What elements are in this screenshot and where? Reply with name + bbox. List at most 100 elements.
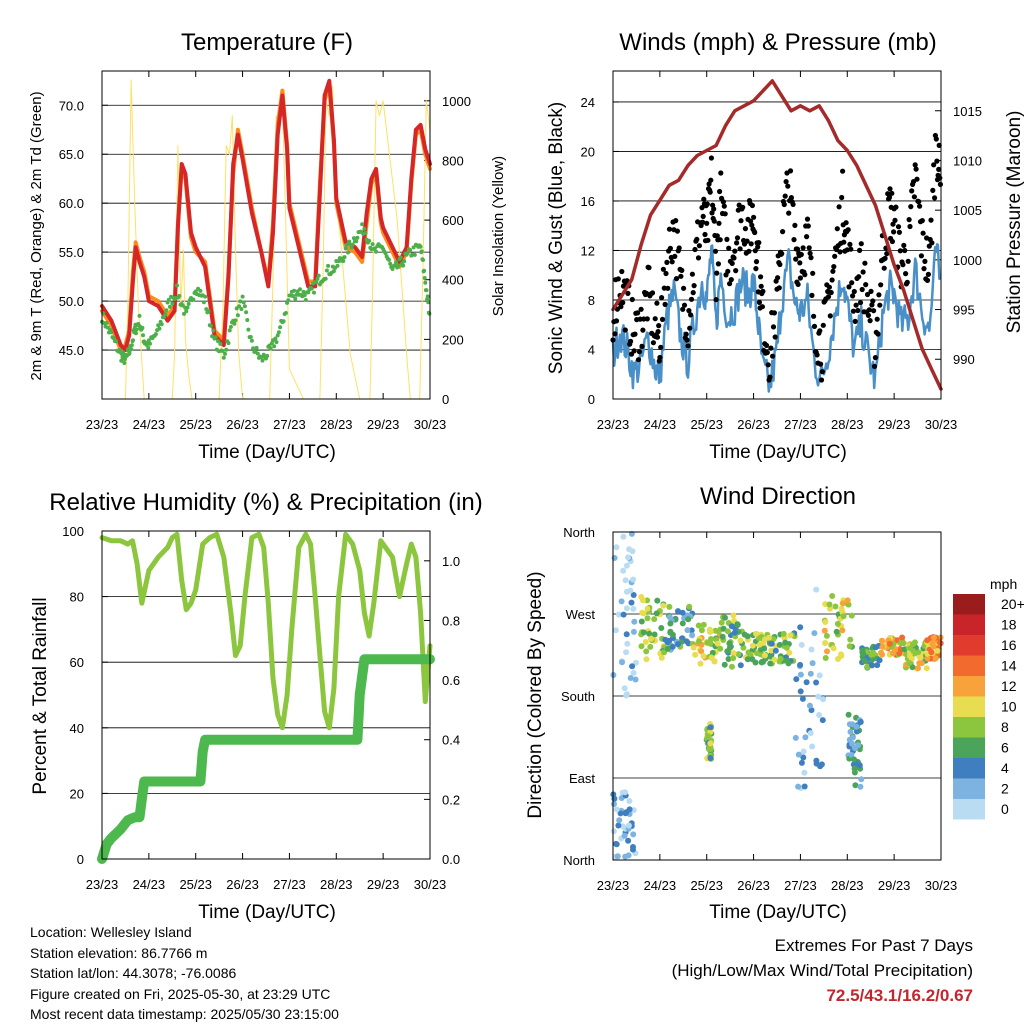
dewpoint-point xyxy=(224,347,229,352)
x-tick-label: 27/23 xyxy=(784,878,817,893)
direction-point xyxy=(832,603,839,610)
colorbar-label: 0 xyxy=(1001,801,1009,817)
gust-point xyxy=(752,229,758,236)
dewpoint-point xyxy=(249,338,254,343)
gust-point xyxy=(777,261,783,268)
dewpoint-point xyxy=(239,307,244,311)
dewpoint-point xyxy=(129,347,134,352)
dewpoint-point xyxy=(272,344,277,349)
direction-point xyxy=(803,679,810,686)
direction-point xyxy=(744,656,751,663)
gust-point xyxy=(746,248,752,254)
x-tick-label: 26/23 xyxy=(737,417,770,432)
winds-y2-ticks: 990 995 1000 1005 1010 1015 xyxy=(935,104,982,367)
winds-x-ticks: 23/23 24/23 25/23 26/23 27/23 28/23 29/23 30/23 xyxy=(597,71,957,432)
colorbar-swatch xyxy=(953,758,985,779)
direction-point xyxy=(666,603,673,610)
dewpoint-point xyxy=(268,346,273,351)
direction-point xyxy=(626,546,633,553)
gust-point xyxy=(779,251,785,257)
gust-point xyxy=(749,202,756,209)
direction-point xyxy=(932,655,939,662)
y-tick-label: 65.0 xyxy=(59,147,84,162)
dewpoint-point xyxy=(186,301,191,306)
dewpoint-point xyxy=(109,330,114,335)
dewpoint-point xyxy=(159,322,164,327)
colorbar-swatch xyxy=(953,676,985,697)
direction-point xyxy=(646,630,653,637)
direction-point xyxy=(615,611,622,618)
gust-point xyxy=(905,258,911,264)
humidity-frame xyxy=(101,530,431,860)
direction-point xyxy=(631,618,638,625)
gust-point xyxy=(691,283,697,289)
gust-point xyxy=(903,271,909,277)
direction-point xyxy=(816,712,823,718)
x-tick-label: 25/23 xyxy=(179,417,212,432)
x-tick-label: 28/23 xyxy=(320,877,353,892)
gust-point xyxy=(715,261,722,267)
direction-point xyxy=(675,641,681,648)
gust-point xyxy=(724,236,730,242)
direction-point xyxy=(845,711,852,718)
direction-point xyxy=(802,734,809,741)
gust-point xyxy=(922,258,928,264)
direction-point xyxy=(846,736,853,743)
gust-point xyxy=(770,353,776,359)
y2-tick-label: 0 xyxy=(442,392,449,407)
x-tick-label: 24/23 xyxy=(644,878,677,893)
gust-point xyxy=(708,177,714,183)
direction-point xyxy=(664,639,671,646)
gust-point xyxy=(870,298,876,304)
dewpoint-point xyxy=(412,252,417,257)
direction-point xyxy=(822,655,829,661)
direction-point xyxy=(768,647,775,654)
dewpoint-point xyxy=(363,230,368,235)
direction-point xyxy=(809,743,816,750)
dewpoint-point xyxy=(140,325,145,330)
humidity-xlabel: Time (Day/UTC) xyxy=(198,902,336,923)
gust-point xyxy=(742,226,749,232)
direction-point xyxy=(928,649,935,656)
gust-point xyxy=(820,322,826,328)
direction-point xyxy=(660,602,667,609)
direction-point xyxy=(719,633,726,640)
direction-point xyxy=(621,832,628,839)
x-tick-label: 28/23 xyxy=(831,878,864,893)
dewpoint-point xyxy=(213,335,218,340)
y-tick-label: 0 xyxy=(588,392,595,407)
dewpoint-point xyxy=(314,280,319,285)
dewpoint-point xyxy=(335,263,340,268)
gust-point xyxy=(811,323,818,329)
direction-point xyxy=(934,647,941,654)
gust-point xyxy=(793,256,799,262)
gust-point xyxy=(659,316,666,322)
gust-point xyxy=(756,240,762,246)
y2-tick-label: 0.2 xyxy=(442,792,460,807)
direction-point xyxy=(675,608,681,615)
y-tick-label: 20 xyxy=(581,144,595,159)
temperature-y2-ticks: 0 200 400 600 800 1000 xyxy=(424,94,471,407)
direction-point xyxy=(787,632,794,639)
x-tick-label: 24/23 xyxy=(133,877,166,892)
direction-point xyxy=(685,616,692,623)
gust-point xyxy=(889,190,895,196)
direction-point xyxy=(847,636,854,643)
gust-point xyxy=(877,302,883,308)
y-tick-label: 20 xyxy=(70,786,84,801)
direction-point xyxy=(876,657,883,664)
direction-point xyxy=(798,641,805,648)
direction-point xyxy=(622,577,629,584)
gust-point xyxy=(798,251,804,258)
direction-point xyxy=(611,795,618,802)
dewpoint-point xyxy=(111,336,116,341)
direction-point xyxy=(728,623,735,630)
x-tick-label: 27/23 xyxy=(273,877,306,892)
dewpoint-point xyxy=(293,296,298,301)
gust-point xyxy=(913,166,919,172)
direction-point xyxy=(625,822,632,829)
dewpoint-point xyxy=(426,300,431,305)
gust-point xyxy=(771,310,778,316)
gust-point xyxy=(834,226,840,232)
x-tick-label: 23/23 xyxy=(597,417,630,432)
